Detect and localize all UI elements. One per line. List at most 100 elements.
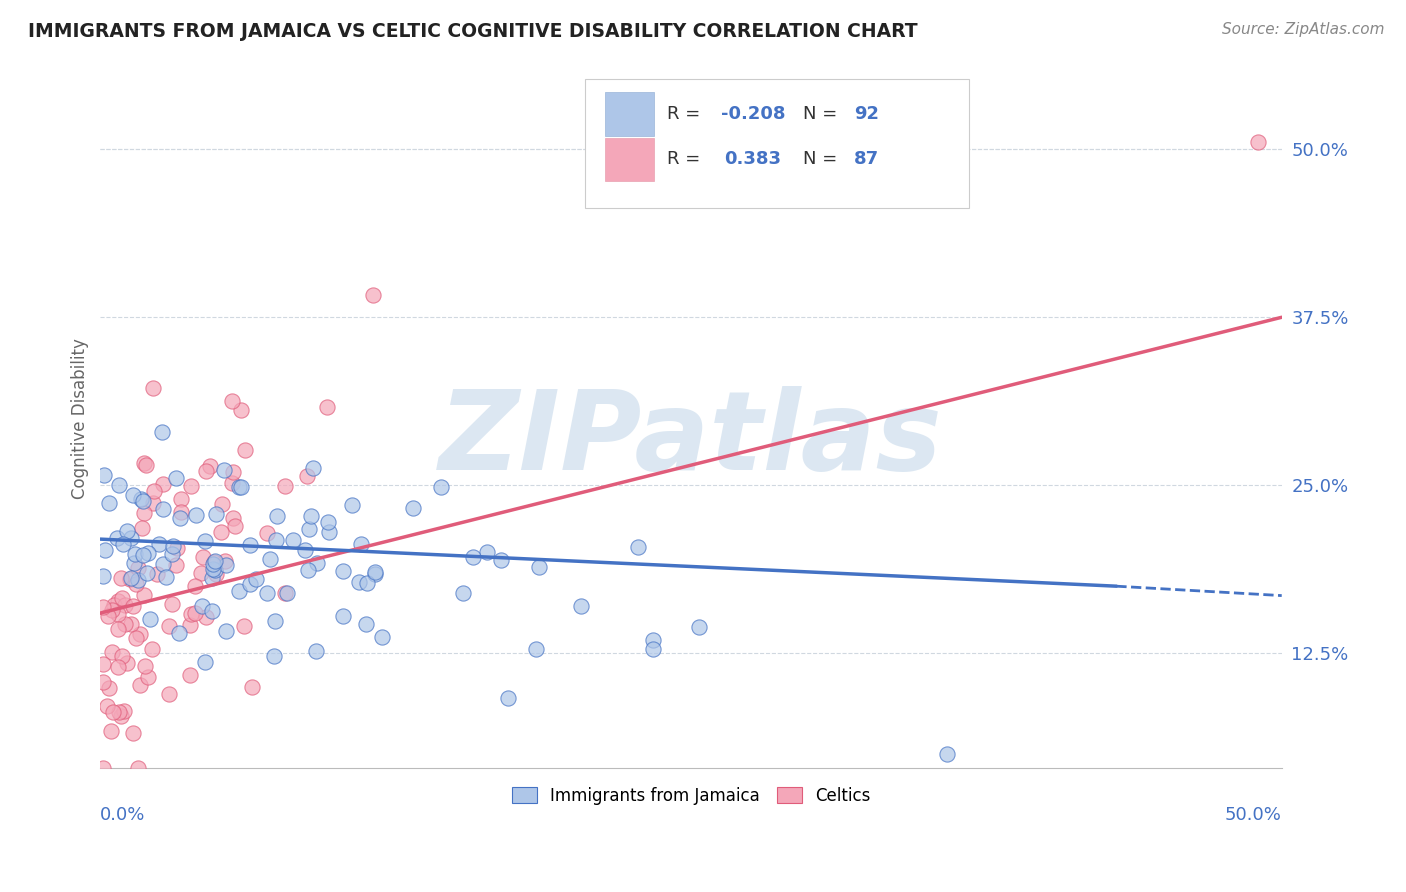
Point <box>111 591 134 605</box>
Point <box>240 681 263 695</box>
Point <box>305 644 328 658</box>
Point <box>157 618 180 632</box>
Point <box>245 572 267 586</box>
Point <box>281 533 304 548</box>
Point <box>157 687 180 701</box>
Point <box>180 607 202 621</box>
Point <box>135 566 157 580</box>
Point <box>298 522 321 536</box>
Point <box>350 536 373 550</box>
Point <box>100 723 122 738</box>
Point <box>96 698 118 713</box>
Point <box>122 599 145 613</box>
Point <box>142 496 165 510</box>
Point <box>193 550 215 565</box>
Point <box>108 478 131 492</box>
Text: ZIPatlas: ZIPatlas <box>439 385 943 492</box>
Point <box>107 593 129 607</box>
Point <box>93 468 115 483</box>
Point <box>529 560 551 574</box>
Point <box>141 642 163 657</box>
FancyBboxPatch shape <box>585 79 969 209</box>
Point <box>198 459 221 474</box>
Point <box>127 573 149 587</box>
Point <box>704 115 727 129</box>
Point <box>451 585 474 599</box>
Point <box>131 494 153 508</box>
Point <box>318 524 340 539</box>
Point <box>200 604 222 618</box>
Point <box>264 533 287 547</box>
Point <box>211 497 233 511</box>
Point <box>361 287 384 301</box>
Text: N =: N = <box>803 151 844 169</box>
Point <box>263 648 285 663</box>
Point <box>205 567 228 582</box>
Point <box>221 394 243 409</box>
Point <box>233 443 256 458</box>
Point <box>202 554 225 568</box>
Text: R =: R = <box>668 151 713 169</box>
Point <box>204 554 226 568</box>
Point <box>340 498 363 512</box>
Point <box>114 617 136 632</box>
Text: R =: R = <box>668 105 706 123</box>
Point <box>266 508 288 523</box>
Point <box>186 508 208 522</box>
Point <box>132 548 155 562</box>
Point <box>202 561 225 575</box>
Point <box>305 556 328 570</box>
Point <box>124 577 146 591</box>
Point <box>239 538 262 552</box>
Point <box>231 480 253 494</box>
Point <box>935 747 957 762</box>
Point <box>122 557 145 571</box>
Point <box>256 526 278 541</box>
Point <box>179 668 201 682</box>
Point <box>101 603 124 617</box>
Point <box>97 609 120 624</box>
Point <box>98 681 121 695</box>
Point <box>316 400 339 414</box>
Point <box>477 544 499 558</box>
Y-axis label: Cognitive Disability: Cognitive Disability <box>72 338 89 499</box>
Point <box>364 565 387 579</box>
Point <box>91 568 114 582</box>
Point <box>131 521 153 535</box>
Point <box>138 546 160 560</box>
Point <box>201 572 224 586</box>
Point <box>195 610 218 624</box>
Text: N =: N = <box>803 105 844 123</box>
Point <box>191 599 214 613</box>
Point <box>429 479 451 493</box>
Point <box>256 586 278 600</box>
Point <box>224 518 246 533</box>
Point <box>98 496 121 510</box>
Point <box>120 617 142 632</box>
Point <box>274 479 297 493</box>
Point <box>127 561 149 575</box>
Point <box>155 569 177 583</box>
Point <box>202 557 225 571</box>
Point <box>129 626 152 640</box>
Point <box>302 460 325 475</box>
Point <box>221 466 243 480</box>
Point <box>179 617 201 632</box>
Point <box>170 505 193 519</box>
Point <box>228 584 250 599</box>
Point <box>120 571 142 585</box>
Point <box>108 705 131 719</box>
Point <box>152 425 174 439</box>
Point <box>299 509 322 524</box>
Point <box>166 541 188 555</box>
Point <box>120 572 142 586</box>
Point <box>332 609 354 624</box>
Point <box>146 567 169 582</box>
Point <box>114 599 136 613</box>
Point <box>134 588 156 602</box>
Point <box>160 547 183 561</box>
Point <box>103 598 125 612</box>
Point <box>111 537 134 551</box>
Point <box>356 576 378 591</box>
Text: IMMIGRANTS FROM JAMAICA VS CELTIC COGNITIVE DISABILITY CORRELATION CHART: IMMIGRANTS FROM JAMAICA VS CELTIC COGNIT… <box>28 22 918 41</box>
